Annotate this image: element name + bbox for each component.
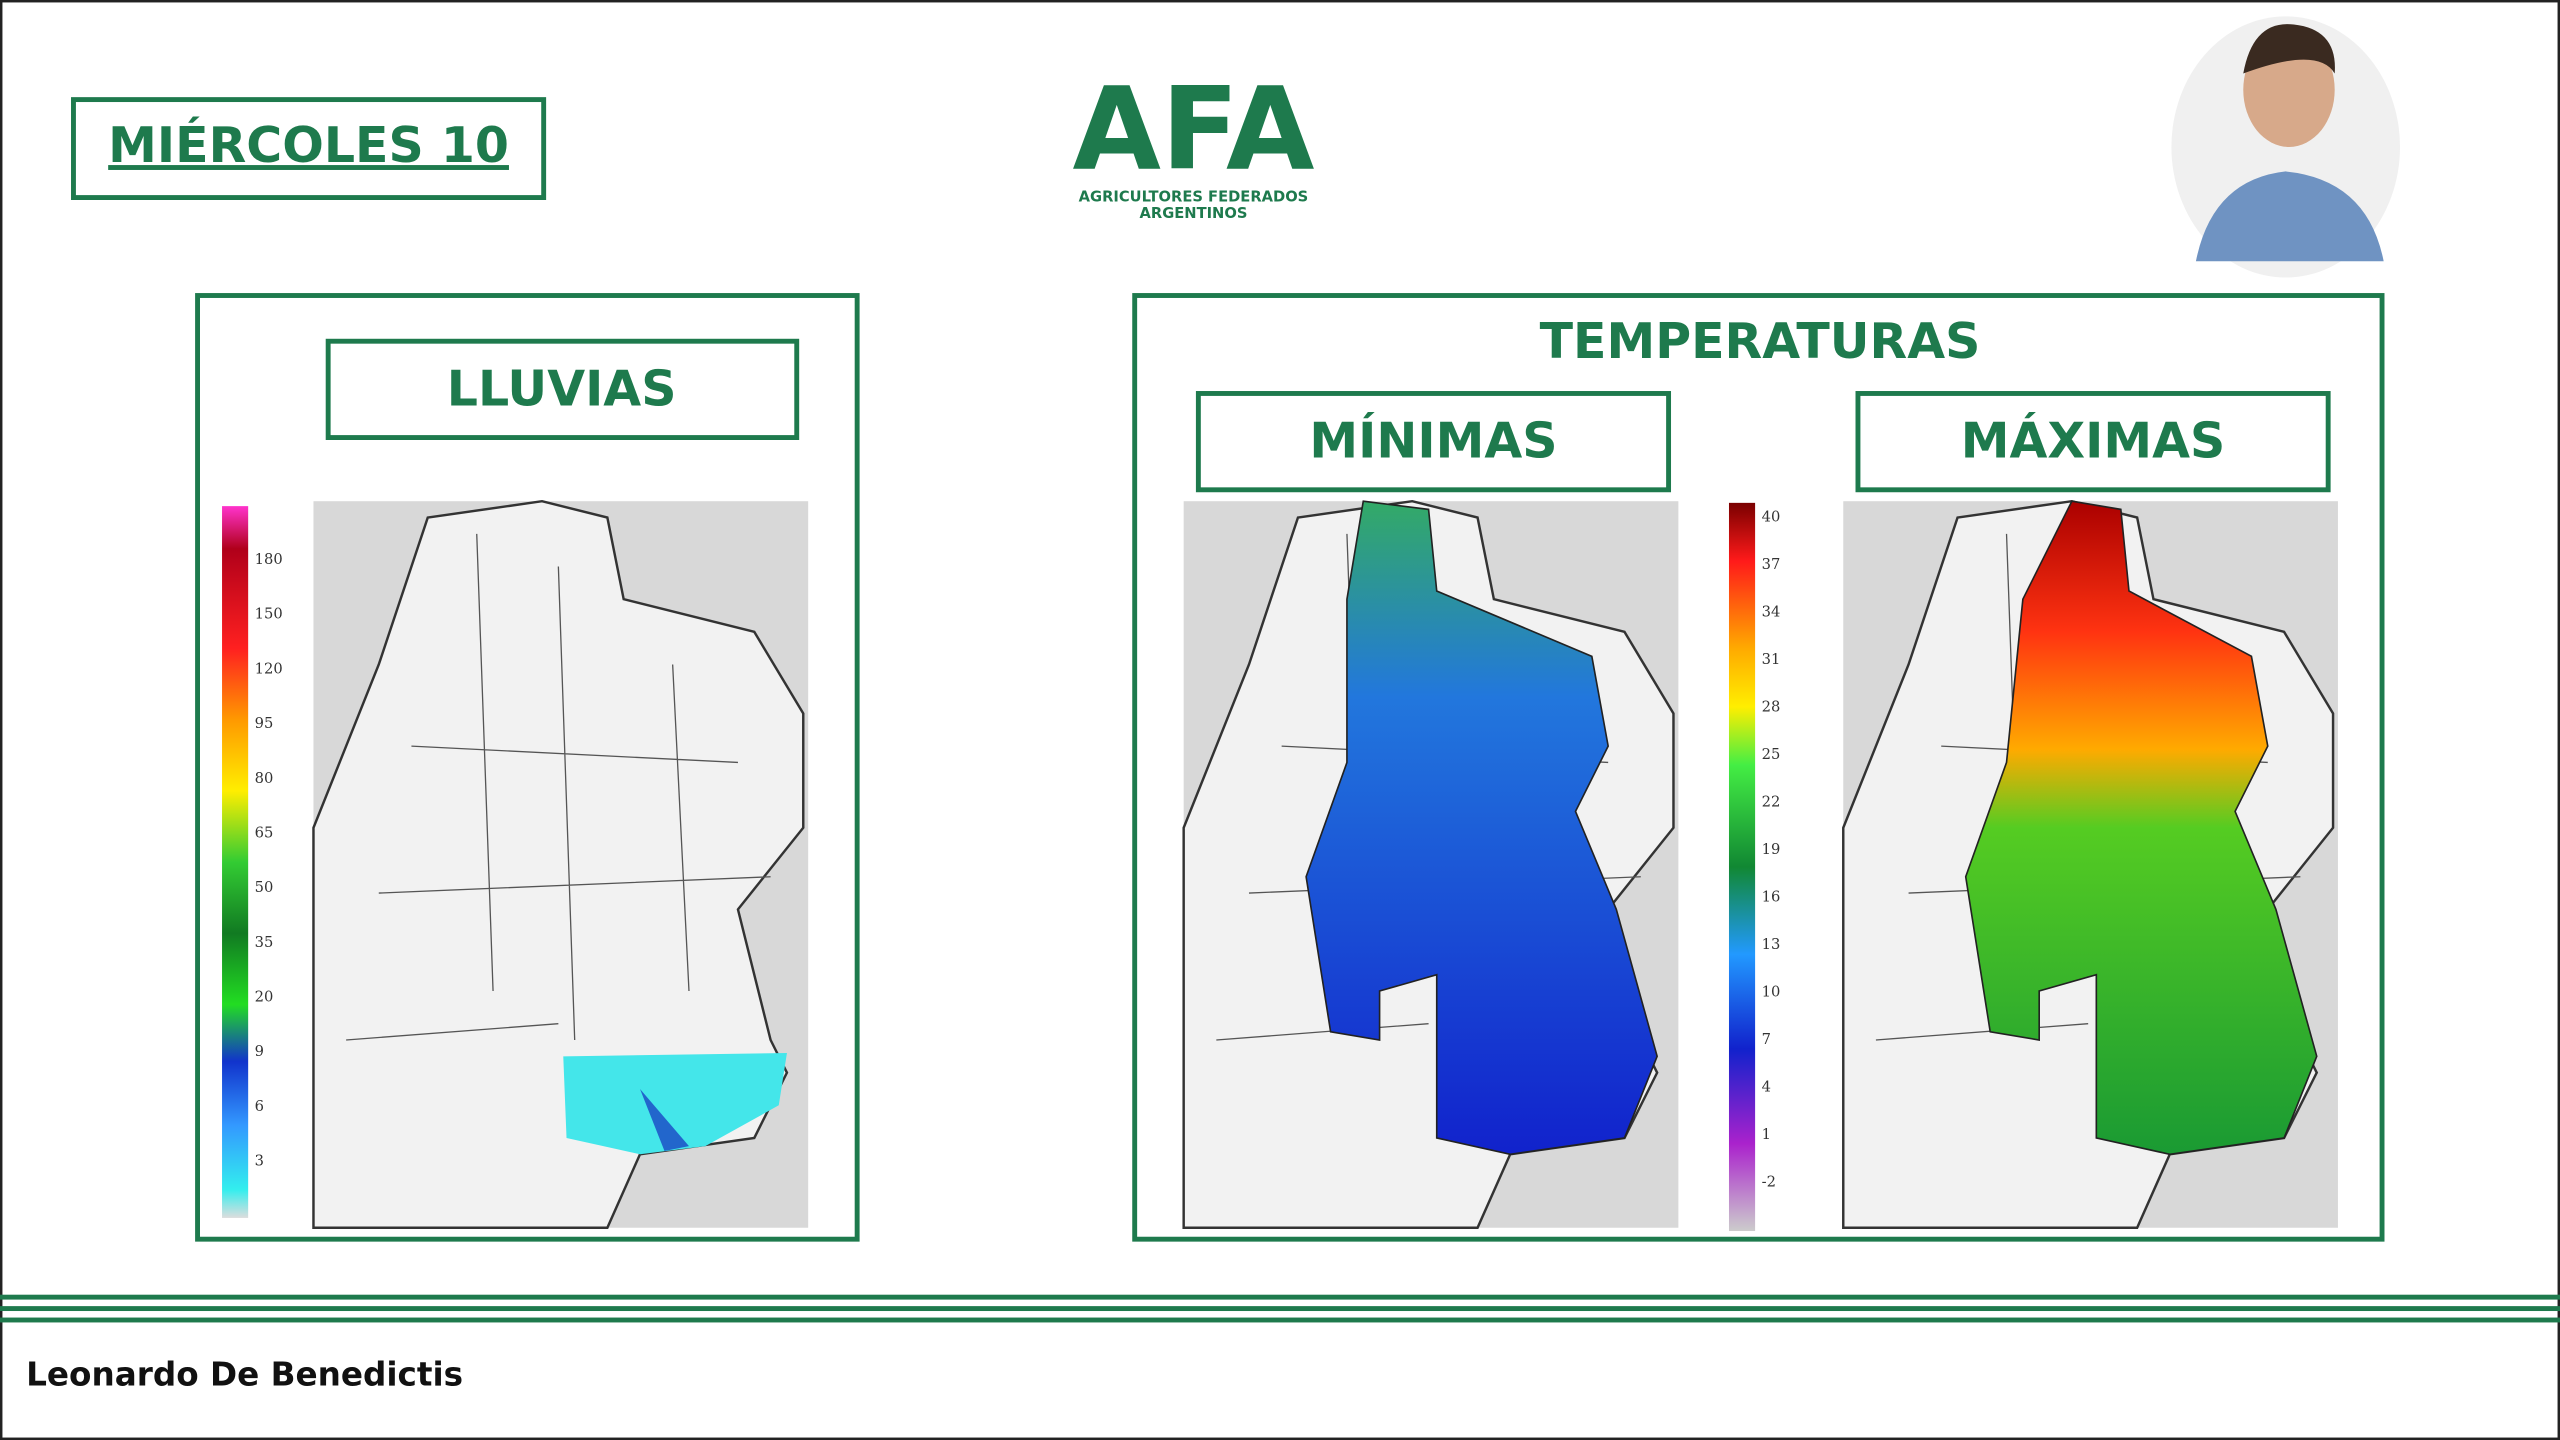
day-label: MIÉRCOLES 10 xyxy=(108,115,509,174)
legend-label: 40 xyxy=(1762,509,1781,526)
legend-label: 25 xyxy=(1762,746,1781,763)
min-map xyxy=(1182,499,1680,1229)
max-title-box xyxy=(1855,391,2331,493)
legend-label: 10 xyxy=(1762,984,1781,1001)
legend-label: 9 xyxy=(255,1043,264,1060)
day-box xyxy=(71,97,547,200)
temp-colorbar xyxy=(1728,502,1756,1232)
min-title: MÍNIMAS xyxy=(1309,411,1557,470)
legend-label: 28 xyxy=(1762,699,1781,716)
legend-label: 35 xyxy=(255,934,274,951)
legend-label: 80 xyxy=(255,770,274,787)
presenter-photo xyxy=(2171,16,2400,278)
legend-label: 37 xyxy=(1762,556,1781,573)
rain-title-box xyxy=(325,338,800,440)
legend-label: 150 xyxy=(255,606,283,623)
legend-label: 7 xyxy=(1762,1031,1771,1048)
temp-title: TEMPERATURAS xyxy=(1540,313,1981,370)
legend-label: 31 xyxy=(1762,651,1781,668)
logo: AFA xyxy=(1073,62,1315,195)
legend-label: 22 xyxy=(1762,794,1781,811)
legend-label: 3 xyxy=(255,1153,264,1170)
legend-label: -2 xyxy=(1762,1174,1776,1191)
legend-label: 95 xyxy=(255,715,274,732)
rain-legend: 180 150 120 95 80 65 50 35 20 9 6 3 xyxy=(255,551,283,1170)
max-title: MÁXIMAS xyxy=(1961,411,2225,470)
temp-legend: 40 37 34 31 28 25 22 19 16 13 10 7 4 1 -2 xyxy=(1762,509,1781,1191)
legend-label: 16 xyxy=(1762,889,1781,906)
logo-subtitle: AGRICULTORES FEDERADOS xyxy=(1079,189,1309,206)
max-map xyxy=(1842,499,2340,1229)
legend-label: 65 xyxy=(255,824,274,841)
legend-label: 50 xyxy=(255,879,274,896)
rain-panel xyxy=(195,293,860,1242)
legend-label: 13 xyxy=(1762,936,1781,953)
rain-colorbar xyxy=(222,506,249,1218)
rain-map xyxy=(312,499,810,1229)
footer-stripes xyxy=(0,1294,2560,1323)
legend-label: 180 xyxy=(255,551,283,568)
legend-label: 34 xyxy=(1762,604,1781,621)
logo-subtitle: ARGENTINOS xyxy=(1140,205,1248,222)
rain-title: LLUVIAS xyxy=(447,360,677,417)
legend-label: 4 xyxy=(1762,1079,1771,1096)
legend-label: 6 xyxy=(255,1098,264,1115)
min-title-box xyxy=(1195,391,1672,493)
legend-label: 1 xyxy=(1762,1126,1771,1143)
legend-label: 20 xyxy=(255,989,274,1006)
legend-label: 19 xyxy=(1762,841,1781,858)
legend-label: 120 xyxy=(255,660,283,677)
temp-panel xyxy=(1132,293,2385,1242)
presenter-name: Leonardo De Benedictis xyxy=(26,1355,463,1393)
